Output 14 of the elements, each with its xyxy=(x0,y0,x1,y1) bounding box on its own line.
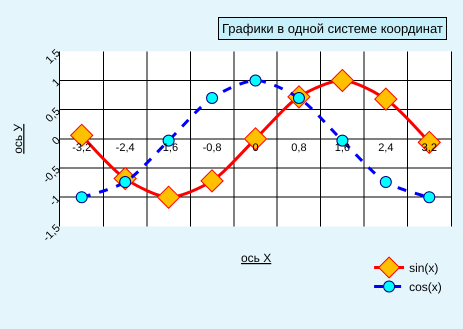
x-tick-label: 2,4 xyxy=(378,142,394,154)
legend-label: sin(x) xyxy=(409,261,438,276)
y-axis-title: ось У xyxy=(11,124,26,154)
x-tick-label: -3,2 xyxy=(72,142,92,154)
legend-label: cos(x) xyxy=(409,280,442,294)
x-axis-title: ось X xyxy=(241,251,272,265)
x-tick-label: 0,8 xyxy=(291,142,307,154)
y-tick-label: 1,5 xyxy=(44,47,63,66)
x-tick-label: -2,4 xyxy=(116,142,135,154)
x-tick-label: -0,8 xyxy=(202,142,222,154)
y-tick-label: 0,5 xyxy=(44,106,63,125)
chart-title: Графики в одной системе координат xyxy=(222,21,443,36)
y-tick-label: -1,5 xyxy=(40,222,63,244)
y-tick-label: -0,5 xyxy=(40,164,63,186)
